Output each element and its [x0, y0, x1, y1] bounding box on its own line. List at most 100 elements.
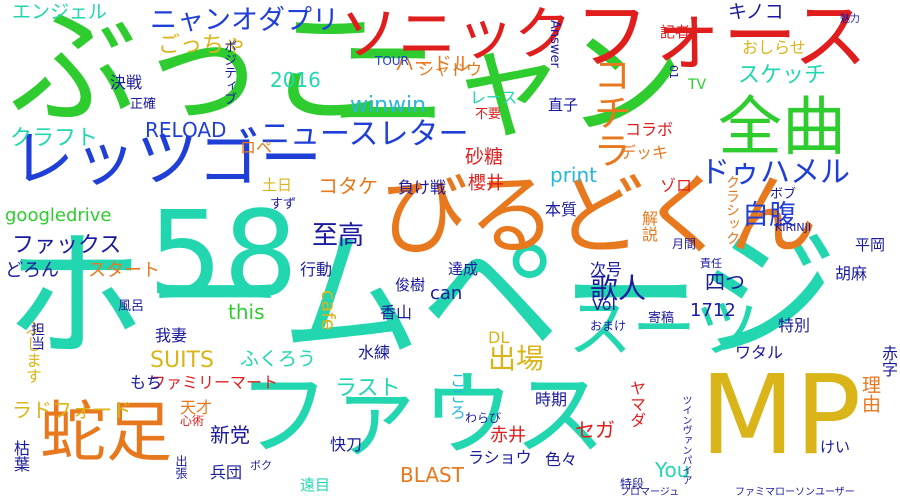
word: わらび	[465, 411, 502, 425]
word: スタート	[88, 260, 160, 281]
word: キノコ	[728, 1, 784, 23]
word: You	[655, 458, 690, 482]
word: this	[228, 300, 265, 324]
word: 心術	[180, 414, 205, 428]
word: コチラ	[587, 55, 631, 169]
word: 香山	[380, 303, 413, 322]
word: 出場	[488, 342, 545, 375]
word: 月間	[672, 237, 697, 251]
word: 櫻井	[468, 173, 504, 194]
word: ポジティブ	[221, 40, 236, 105]
word: ラスト	[335, 376, 401, 401]
word: 次号	[590, 260, 623, 279]
word: コラボ	[625, 120, 674, 139]
word: 天才	[180, 398, 213, 417]
word: 風呂	[118, 299, 145, 314]
word: 01	[667, 65, 680, 79]
word: ファックス	[12, 233, 122, 258]
word: 担当	[29, 322, 45, 350]
word: 不要	[475, 107, 502, 122]
word: エンジェル	[12, 1, 108, 23]
word: 特段	[620, 477, 645, 491]
word: SUITS	[150, 348, 214, 373]
word: ゾロ	[660, 176, 693, 195]
word: ぶします	[23, 320, 42, 384]
word: ロペ	[240, 138, 273, 157]
word: レッツゴー	[12, 122, 323, 195]
word: ボブ	[770, 187, 797, 202]
word: 記者	[660, 23, 691, 41]
word: おしらせ	[742, 38, 806, 57]
word: cafe	[317, 290, 339, 331]
word: Vol	[592, 295, 616, 314]
word: もち	[130, 373, 163, 392]
word: 責任	[700, 257, 722, 270]
word: 土日	[262, 176, 293, 194]
word: 俊樹	[395, 276, 426, 294]
word: RELOAD	[145, 118, 227, 142]
word: ボク	[250, 459, 272, 472]
word: 胡麻	[835, 264, 868, 283]
word: winwin	[350, 93, 427, 118]
word: ごっちゃ	[158, 33, 247, 58]
word: 直子	[548, 96, 579, 114]
word: 解説	[639, 210, 658, 242]
word: 赤字	[879, 345, 898, 377]
word: 58	[148, 185, 299, 323]
word: ドゥハメル	[700, 155, 850, 190]
word: びるどくん	[380, 164, 818, 267]
word: 理由	[859, 375, 881, 413]
word: TV	[688, 77, 707, 93]
word: ホームページ	[5, 216, 839, 379]
word: 砂糖	[465, 146, 504, 168]
word: 水練	[358, 343, 391, 362]
word: ファミマローソンユーザー	[735, 487, 855, 498]
word: ニュースレター	[260, 117, 469, 152]
word: 2016	[270, 68, 321, 92]
word: 1712	[690, 300, 736, 321]
word: 赤井	[490, 425, 526, 446]
word: フロマージュ	[620, 487, 680, 498]
word: 魅力	[840, 14, 860, 25]
word: クラフト	[10, 126, 99, 151]
word: TOUR	[375, 54, 409, 68]
word: けい	[820, 438, 851, 456]
word: 四つ	[705, 270, 745, 294]
word: 至高	[312, 221, 365, 251]
word: 枯葉	[11, 440, 30, 472]
word: 出張	[174, 455, 188, 479]
word: BLAST	[400, 463, 464, 487]
word: セガ	[575, 418, 615, 442]
word: ぶっこ	[10, 0, 395, 143]
word: ヤマダ	[627, 380, 646, 428]
word: フォース	[575, 0, 868, 80]
word: こころ	[447, 372, 466, 420]
word: スケッチ	[738, 63, 827, 88]
word: 新党	[210, 423, 250, 447]
word: googledrive	[5, 205, 112, 226]
word: 遠目	[300, 476, 331, 494]
word: ソニック	[340, 0, 573, 68]
word: レース	[470, 88, 518, 107]
word: ニャン	[330, 15, 685, 153]
word: 兵団	[210, 463, 243, 482]
word: 達成	[448, 260, 479, 278]
word: デッキ	[620, 143, 669, 162]
word: 決戦	[110, 73, 143, 92]
word: 本質	[545, 200, 578, 219]
word: シャドウ	[418, 60, 483, 79]
word: コタケ	[318, 174, 378, 198]
word: 時期	[535, 390, 568, 409]
word: クラシック	[724, 175, 740, 245]
word: 平岡	[855, 236, 886, 254]
word: Answer	[547, 20, 562, 68]
word: 色々	[545, 450, 578, 469]
word: ファミリーマート	[150, 373, 279, 392]
word: ファウス	[238, 362, 607, 469]
word: 特別	[778, 316, 811, 335]
word: MP	[700, 351, 862, 479]
word: 蛇足	[40, 394, 172, 471]
word: ツインヴァンパイア	[680, 395, 691, 485]
word: print	[550, 163, 597, 187]
